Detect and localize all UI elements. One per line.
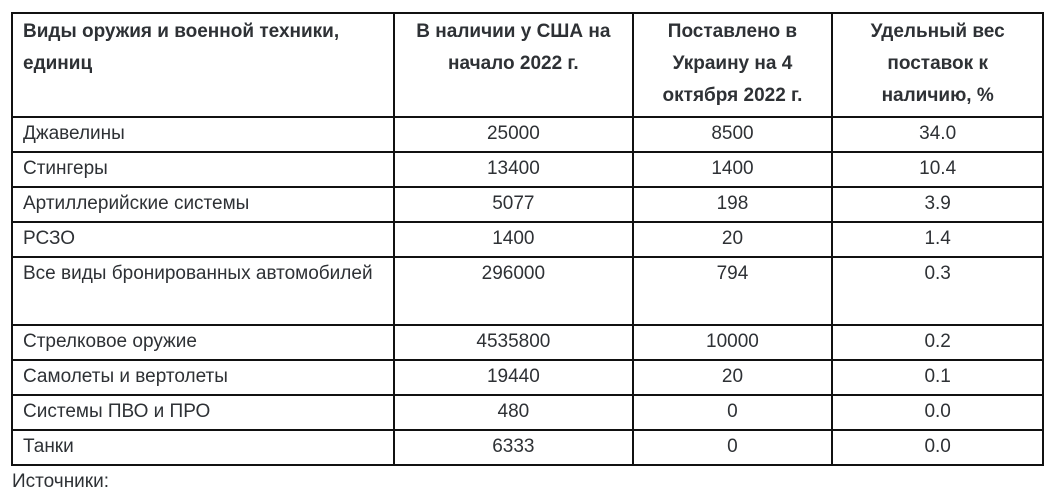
header-row: Виды оружия и военной техники, единиц В …	[10, 12, 1044, 118]
sources-note: Источники:	[12, 471, 110, 492]
cell-us-stock: 480	[393, 394, 634, 431]
table-row: Танки 6333 0 0.0	[10, 429, 1044, 466]
cell-us-stock: 4535800	[393, 324, 634, 361]
cell-weapon-type: Все виды бронированных автомобилей	[10, 256, 396, 326]
cell-delivered: 20	[631, 221, 834, 258]
header-share: Удельный вес поставок к наличию, %	[831, 12, 1044, 118]
table-row: Стрелковое оружие 4535800 10000 0.2	[10, 324, 1044, 361]
header-us-stock: В наличии у США на начало 2022 г.	[393, 12, 634, 118]
cell-share: 0.2	[831, 324, 1044, 361]
cell-weapon-type: Самолеты и вертолеты	[10, 359, 396, 396]
cell-share: 3.9	[831, 186, 1044, 223]
cell-delivered: 198	[631, 186, 834, 223]
cell-us-stock: 19440	[393, 359, 634, 396]
cell-delivered: 8500	[631, 116, 834, 153]
table-row: Стингеры 13400 1400 10.4	[10, 151, 1044, 188]
table-row: РСЗО 1400 20 1.4	[10, 221, 1044, 258]
cell-weapon-type: Стрелковое оружие	[10, 324, 396, 361]
table-row: Системы ПВО и ПРО 480 0 0.0	[10, 394, 1044, 431]
cell-weapon-type: Джавелины	[10, 116, 396, 153]
cell-us-stock: 1400	[393, 221, 634, 258]
cell-weapon-type: Системы ПВО и ПРО	[10, 394, 396, 431]
cell-weapon-type: Стингеры	[10, 151, 396, 188]
cell-us-stock: 6333	[393, 429, 634, 466]
table-row: Самолеты и вертолеты 19440 20 0.1	[10, 359, 1044, 396]
table-row: Все виды бронированных автомобилей 296000…	[10, 256, 1044, 326]
cell-delivered: 0	[631, 429, 834, 466]
cell-delivered: 1400	[631, 151, 834, 188]
cell-delivered: 20	[631, 359, 834, 396]
table-row: Джавелины 25000 8500 34.0	[10, 116, 1044, 153]
cell-share: 0.0	[831, 429, 1044, 466]
cell-share: 0.3	[831, 256, 1044, 326]
cell-weapon-type: РСЗО	[10, 221, 396, 258]
cell-share: 34.0	[831, 116, 1044, 153]
weapons-table: Виды оружия и военной техники, единиц В …	[10, 12, 1044, 466]
cell-delivered: 794	[631, 256, 834, 326]
cell-us-stock: 296000	[393, 256, 634, 326]
cell-us-stock: 5077	[393, 186, 634, 223]
cell-delivered: 10000	[631, 324, 834, 361]
cell-weapon-type: Артиллерийские системы	[10, 186, 396, 223]
cell-share: 0.0	[831, 394, 1044, 431]
header-weapon-type: Виды оружия и военной техники, единиц	[10, 12, 396, 118]
cell-us-stock: 13400	[393, 151, 634, 188]
cell-us-stock: 25000	[393, 116, 634, 153]
cell-weapon-type: Танки	[10, 429, 396, 466]
cell-delivered: 0	[631, 394, 834, 431]
cell-share: 0.1	[831, 359, 1044, 396]
cell-share: 10.4	[831, 151, 1044, 188]
header-delivered: Поставлено в Украину на 4 октября 2022 г…	[631, 12, 834, 118]
table-row: Артиллерийские системы 5077 198 3.9	[10, 186, 1044, 223]
cell-share: 1.4	[831, 221, 1044, 258]
